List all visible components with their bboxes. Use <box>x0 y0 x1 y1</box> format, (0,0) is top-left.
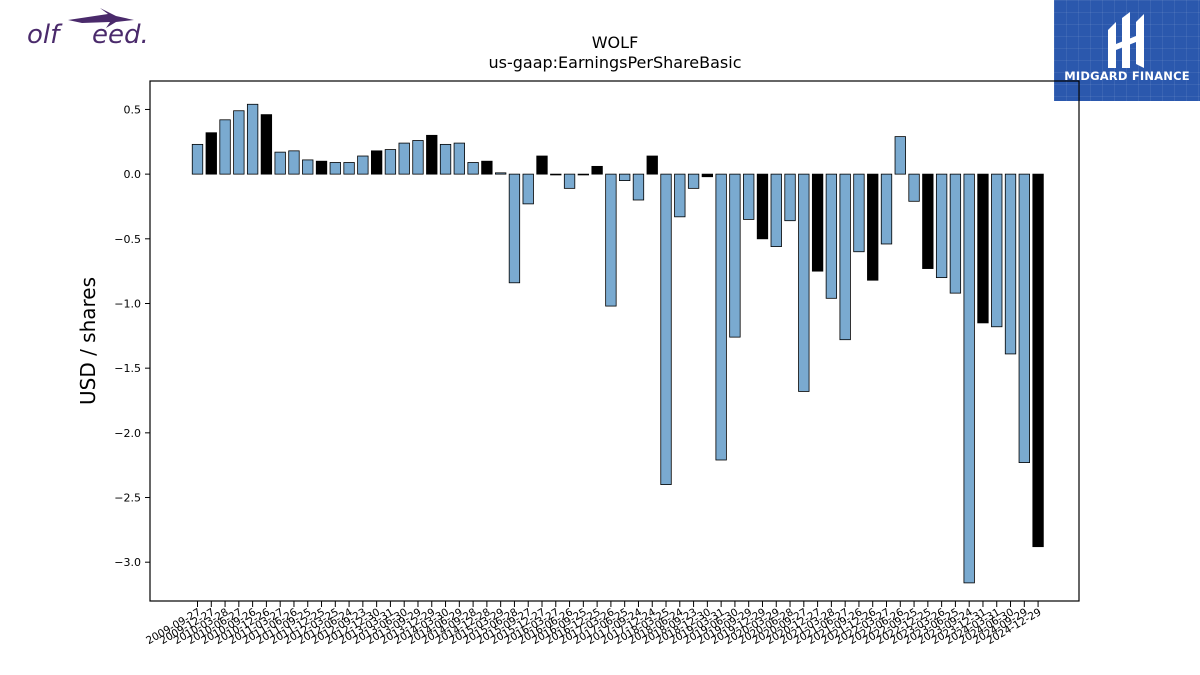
chart-subtitle: us-gaap:EarningsPerShareBasic <box>488 53 741 72</box>
bar-2015-12-27 <box>536 155 548 175</box>
y-tick-label: −0.5 <box>114 233 141 246</box>
wolfspeed-logo: olf eed. <box>22 4 162 52</box>
x-axis: 2009-09-272009-12-272010-03-282010-06-27… <box>144 601 1044 647</box>
y-tick-label: 0.0 <box>124 168 142 181</box>
bar-2024-03-31 <box>991 173 1003 328</box>
plot-frame <box>149 80 1080 602</box>
bar-2023-03-26 <box>935 173 948 279</box>
bar-2011-09-25 <box>302 159 314 175</box>
midgard-mark-icon <box>1108 12 1144 68</box>
bar-2014-12-28 <box>481 160 493 175</box>
bar-2015-09-27 <box>522 173 534 205</box>
chart-title: WOLF <box>592 33 639 52</box>
bar-2020-03-29 <box>770 173 782 247</box>
y-tick-label: −1.0 <box>114 297 141 310</box>
bar-2013-09-29 <box>412 140 424 175</box>
bar-2016-06-26 <box>563 173 576 189</box>
bar-2021-03-28 <box>825 173 838 299</box>
bar-2010-06-27 <box>233 110 245 175</box>
bar-2016-03-27 <box>550 173 562 176</box>
bar-2017-12-24 <box>646 155 658 175</box>
y-axis: 0.5 0.0 −0.5 −1.0 −1.5 −2.0 −2.5 −3.0 <box>114 103 150 569</box>
bar-2018-12-30 <box>701 173 714 178</box>
bar-2017-09-24 <box>632 173 645 201</box>
wolfspeed-logo-text-right: eed. <box>92 20 149 50</box>
bar-2013-06-30 <box>398 142 410 175</box>
y-tick-label: 0.5 <box>124 103 142 116</box>
bar-2021-06-27 <box>839 173 851 341</box>
bar-2019-06-30 <box>729 173 741 338</box>
bar-2022-09-25 <box>908 173 920 202</box>
bar-2022-03-27 <box>880 173 893 245</box>
bar-2018-06-24 <box>674 173 686 218</box>
bar-2015-06-28 <box>508 173 521 284</box>
bar-2016-12-25 <box>591 165 603 175</box>
wolfspeed-logo-text-left: olf <box>27 20 63 50</box>
bar-2024-06-30 <box>1004 173 1017 355</box>
bars-group <box>191 103 1044 584</box>
bar-2013-12-29 <box>426 134 438 175</box>
bar-2010-12-26 <box>260 114 273 175</box>
bar-2019-12-29 <box>756 173 769 240</box>
bar-2015-03-29 <box>495 172 507 175</box>
bar-2020-09-27 <box>798 173 810 392</box>
bar-2016-09-25 <box>577 173 589 176</box>
bar-2011-12-25 <box>315 160 328 175</box>
bar-2021-12-26 <box>867 173 879 281</box>
y-tick-label: −1.5 <box>114 362 141 375</box>
bar-2011-03-27 <box>274 151 286 175</box>
bar-2019-03-31 <box>715 173 727 461</box>
bar-2012-09-23 <box>357 155 369 175</box>
bar-2014-09-28 <box>467 162 479 175</box>
bar-2018-03-25 <box>660 173 672 485</box>
midgard-finance-logo: MIDGARD FINANCE <box>1054 0 1200 101</box>
y-axis-label: USD / shares <box>76 277 100 405</box>
bar-2012-06-24 <box>343 162 355 175</box>
bar-2023-09-24 <box>963 173 975 584</box>
bar-2017-03-26 <box>605 173 617 307</box>
wolf-head-icon <box>68 8 134 28</box>
bar-2014-06-29 <box>453 142 465 175</box>
bar-2023-12-31 <box>977 173 989 324</box>
bar-2018-09-23 <box>687 173 700 189</box>
bar-2020-06-28 <box>784 173 796 222</box>
y-tick-label: −3.0 <box>114 556 141 569</box>
bar-2020-12-27 <box>811 173 824 272</box>
y-tick-label: −2.0 <box>114 427 141 440</box>
bar-2024-12-29 <box>1018 173 1030 463</box>
bar-2010-09-26 <box>246 103 259 175</box>
y-tick-label: −2.5 <box>114 492 141 505</box>
bar-undefined <box>1032 173 1044 548</box>
bar-2017-06-25 <box>619 173 631 182</box>
bar-2009-12-27 <box>205 132 217 175</box>
bar-2021-09-26 <box>853 173 865 253</box>
bar-2012-03-25 <box>329 162 341 175</box>
bar-2009-09-27 <box>191 143 204 175</box>
midgard-finance-name: MIDGARD FINANCE <box>1064 69 1190 83</box>
bar-2014-03-30 <box>439 143 452 175</box>
bar-2019-09-29 <box>743 173 755 220</box>
bar-2022-06-26 <box>894 136 906 175</box>
bar-2022-12-25 <box>922 173 934 269</box>
bar-2012-12-30 <box>370 150 383 175</box>
bar-2023-06-25 <box>949 173 962 294</box>
bar-2013-03-31 <box>384 149 397 175</box>
bar-2010-03-28 <box>219 119 231 175</box>
bar-2011-06-26 <box>288 150 300 175</box>
